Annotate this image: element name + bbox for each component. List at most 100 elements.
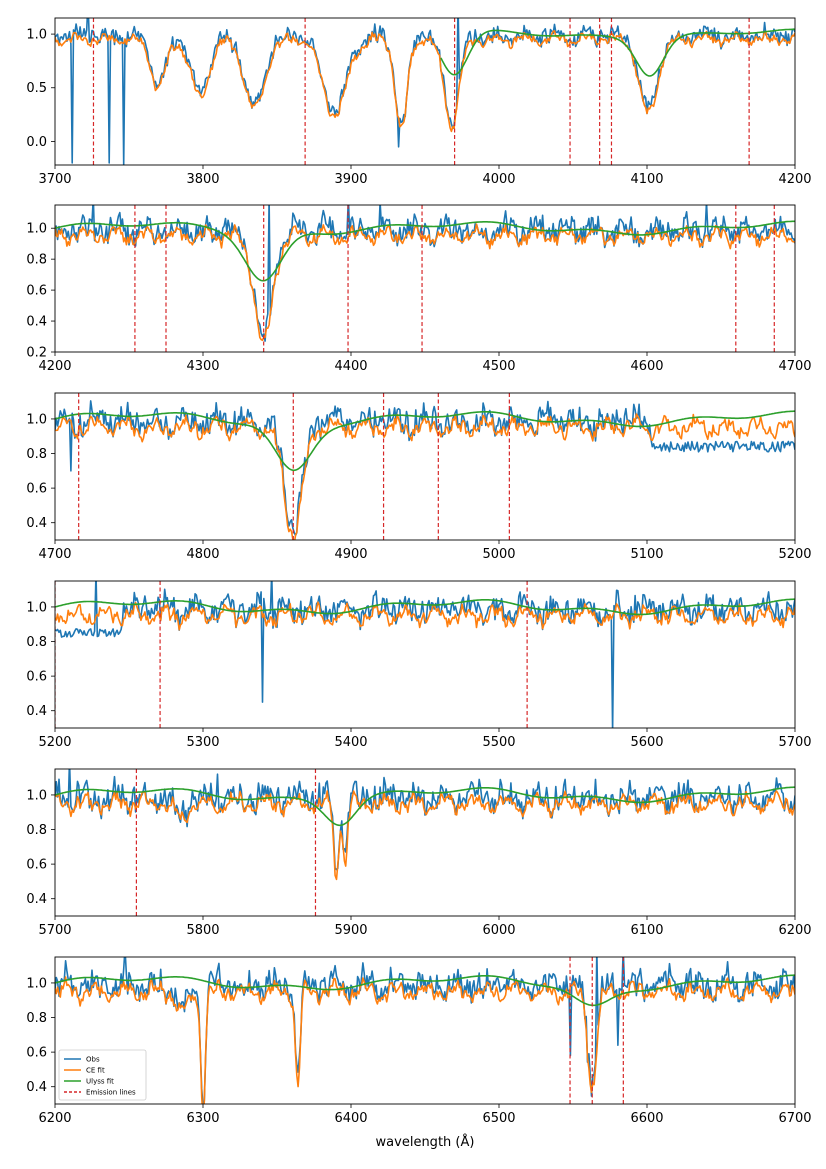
y-tick-label: 0.8: [26, 823, 47, 838]
series-obs: [55, 581, 795, 728]
x-tick-label: 5400: [334, 735, 367, 750]
y-tick-label: 0.6: [26, 858, 47, 873]
series-obs: [55, 957, 795, 1104]
legend-label-obs: Obs: [86, 1056, 100, 1064]
axes-frame: [54, 956, 796, 1105]
axes-frame: [54, 204, 796, 353]
panel-2: 4200 4300 4400 4500 4600 4700 0.2 0.4 0.6 0.8 1.0: [26, 204, 812, 374]
x-tick-label: 5800: [186, 923, 219, 938]
x-tick-label: 4600: [630, 359, 663, 374]
x-tick-label: 5100: [630, 547, 663, 562]
series-obs: [55, 769, 795, 871]
series-ulyss-fit: [55, 974, 795, 1007]
plot-area: [55, 205, 795, 352]
x-tick-label: 6000: [482, 923, 515, 938]
x-tick-label: 4400: [334, 359, 367, 374]
x-tick-label: 5700: [778, 735, 811, 750]
y-tick-label: 0.4: [26, 892, 47, 907]
series-ce-fit: [55, 413, 795, 540]
x-tick-label: 3700: [38, 172, 71, 187]
y-tick-label: 1.0: [26, 600, 47, 615]
axes-frame: [54, 392, 796, 541]
x-tick-label: 5000: [482, 547, 515, 562]
plot-area: [55, 18, 795, 165]
y-tick-label: 0.5: [26, 81, 47, 96]
y-tick-label: 1.0: [26, 222, 47, 237]
series-ulyss-fit: [55, 220, 795, 282]
legend-box: [58, 1049, 147, 1101]
y-tick-label: 0.6: [26, 1046, 47, 1061]
x-tick-label: 5200: [38, 735, 71, 750]
plot-area: [55, 769, 795, 916]
x-tick-label: 6200: [778, 923, 811, 938]
legend-label-ulyss: Ulyss fit: [86, 1078, 114, 1086]
x-tick-label: 4700: [38, 547, 71, 562]
x-tick-label: 5300: [186, 735, 219, 750]
y-tick-label: 0.0: [26, 135, 47, 150]
panel-1: 3700 3800 3900 4000 4100 4200 0.0 0.5 1.0: [26, 17, 812, 187]
y-tick-label: 0.8: [26, 253, 47, 268]
plot-area: [55, 393, 795, 540]
axes-frame: [54, 17, 796, 166]
y-tick-label: 0.6: [26, 284, 47, 299]
x-tick-label: 5700: [38, 923, 71, 938]
y-tick-label: 0.6: [26, 482, 47, 497]
y-tick-label: 1.0: [26, 788, 47, 803]
x-tick-label: 4700: [778, 359, 811, 374]
series-ulyss-fit: [55, 786, 795, 827]
panel-6: 6200 6300 6400 6500 6600 6700 0.4 0.6 0.8 1.0 Obs C…: [26, 956, 812, 1126]
x-tick-label: 6300: [186, 1111, 219, 1126]
series-ulyss-fit: [55, 410, 795, 472]
x-tick-label: 6100: [630, 923, 663, 938]
y-tick-label: 0.4: [26, 315, 47, 330]
x-tick-label: 6500: [482, 1111, 515, 1126]
series-ce-fit: [55, 976, 795, 1104]
legend: Obs CE fit Ulyss fit Emission lines: [58, 1049, 147, 1101]
series-ulyss-fit: [55, 598, 795, 616]
x-tick-label: 4300: [186, 359, 219, 374]
panel-3: 4700 4800 4900 5000 5100 5200 0.4 0.6 0.8 1.0: [26, 392, 812, 562]
plot-area: [55, 581, 795, 728]
y-tick-label: 0.2: [26, 346, 47, 361]
y-tick-label: 1.0: [26, 28, 47, 43]
x-tick-label: 4200: [778, 172, 811, 187]
x-tick-label: 3900: [334, 172, 367, 187]
x-tick-label: 4200: [38, 359, 71, 374]
x-tick-label: 5200: [778, 547, 811, 562]
x-tick-label: 6600: [630, 1111, 663, 1126]
y-tick-label: 0.8: [26, 447, 47, 462]
y-tick-label: 0.6: [26, 670, 47, 685]
x-tick-label: 4800: [186, 547, 219, 562]
x-tick-label: 4100: [630, 172, 663, 187]
y-tick-label: 0.8: [26, 1011, 47, 1026]
panel-5: 5700 5800 5900 6000 6100 6200 0.4 0.6 0.8 1.0: [26, 768, 812, 938]
x-tick-label: 5900: [334, 923, 367, 938]
legend-label-emission: Emission lines: [86, 1089, 136, 1097]
series-ulyss-fit: [440, 28, 795, 77]
axes-frame: [54, 768, 796, 917]
y-tick-label: 0.4: [26, 1080, 47, 1095]
series-ce-fit: [55, 223, 795, 342]
series-ce-fit: [55, 30, 795, 133]
x-tick-label: 6400: [334, 1111, 367, 1126]
plot-area: [55, 957, 795, 1104]
axes-frame: [54, 580, 796, 729]
y-tick-label: 1.0: [26, 412, 47, 427]
series-obs: [55, 205, 795, 342]
x-tick-label: 3800: [186, 172, 219, 187]
x-tick-label: 5500: [482, 735, 515, 750]
x-axis-label: wavelength (Å): [376, 1134, 475, 1150]
x-tick-label: 4900: [334, 547, 367, 562]
series-obs: [55, 18, 795, 165]
y-tick-label: 1.0: [26, 976, 47, 991]
y-tick-label: 0.4: [26, 516, 47, 531]
x-tick-label: 6200: [38, 1111, 71, 1126]
legend-label-ce: CE fit: [86, 1067, 105, 1075]
y-tick-label: 0.4: [26, 704, 47, 719]
x-tick-label: 6700: [778, 1111, 811, 1126]
x-tick-label: 4000: [482, 172, 515, 187]
x-tick-label: 4500: [482, 359, 515, 374]
x-tick-label: 5600: [630, 735, 663, 750]
series-ce-fit: [55, 790, 795, 881]
